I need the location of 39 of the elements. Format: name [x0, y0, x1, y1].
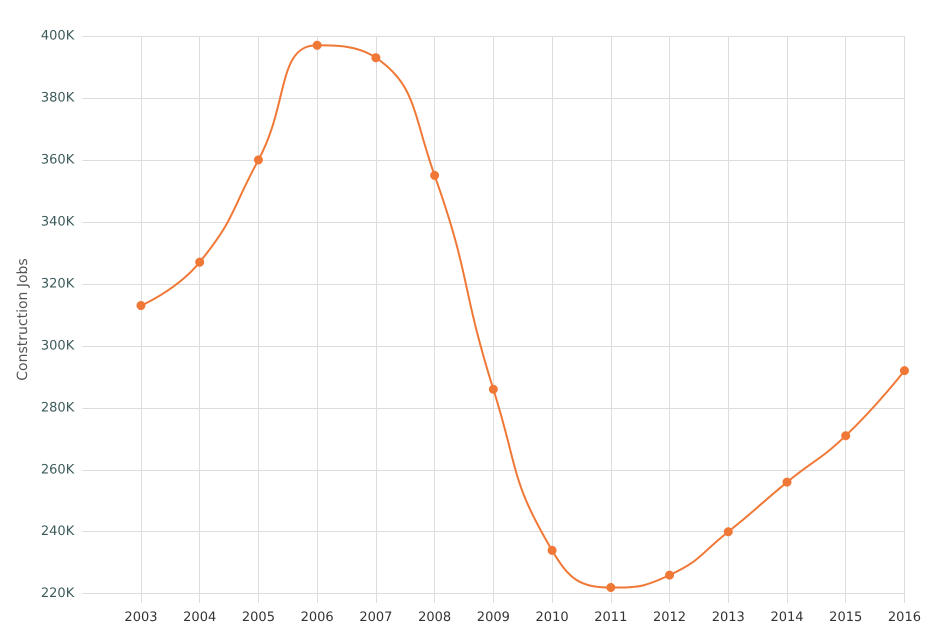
point: [254, 155, 263, 164]
y-tick-label: 300K: [40, 338, 75, 354]
y-tick-label: 320K: [40, 276, 75, 292]
point: [724, 527, 733, 536]
y-tick-label: 360K: [40, 152, 75, 168]
point: [136, 301, 146, 310]
y-axis-title: Construction Jobs: [15, 258, 31, 381]
point: [665, 570, 674, 580]
point: [312, 40, 322, 50]
point: [900, 366, 909, 376]
y-tick-label: 380K: [40, 90, 75, 106]
x-tick-label: 2007: [359, 610, 392, 625]
point: [430, 170, 440, 180]
point: [488, 384, 498, 394]
x-tick-label: 2005: [242, 610, 275, 625]
point: [371, 53, 380, 62]
y-tick-label: 260K: [40, 462, 75, 478]
y-tick-label: 340K: [40, 214, 75, 230]
y-tick-label: 280K: [40, 400, 75, 416]
point: [782, 478, 792, 487]
x-tick-label: 2004: [183, 610, 216, 625]
x-tick-label: 2016: [888, 610, 922, 625]
point: [548, 546, 557, 555]
x-tick-label: 2013: [712, 610, 745, 625]
x-tick-label: 2008: [418, 610, 452, 625]
x-tick-label: 2014: [770, 610, 804, 625]
x-tick-label: 2011: [594, 610, 628, 625]
y-tick-label: 240K: [40, 524, 75, 540]
point: [841, 431, 850, 440]
x-tick-label: 2012: [652, 610, 686, 625]
point: [195, 258, 204, 267]
x-tick-label: 2006: [300, 610, 334, 625]
point: [606, 583, 616, 592]
y-tick-label: 220K: [40, 586, 75, 602]
x-tick-label: 2010: [536, 610, 569, 625]
x-tick-label: 2003: [124, 610, 158, 625]
y-tick-label: 400K: [40, 28, 75, 44]
x-tick-label: 2009: [476, 610, 510, 625]
x-tick-label: 2015: [829, 610, 862, 625]
